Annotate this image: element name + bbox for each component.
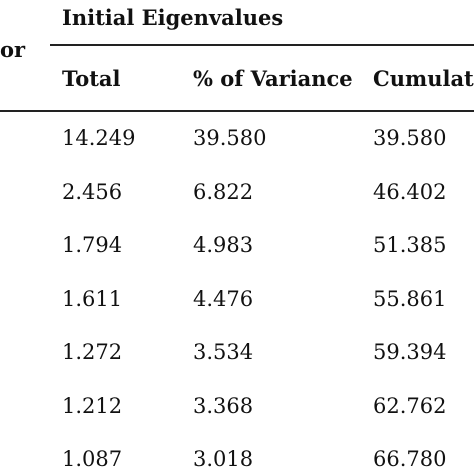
group-header: Initial Eigenvalues bbox=[62, 5, 284, 30]
cell: 59.394 bbox=[373, 340, 447, 364]
cell: 2.456 bbox=[62, 179, 123, 204]
header-rule bbox=[0, 110, 474, 112]
cell: 46.402 bbox=[373, 179, 447, 204]
cell: 66.780 bbox=[373, 447, 447, 471]
row-header: or bbox=[0, 37, 26, 62]
cell: 14.249 bbox=[62, 126, 136, 150]
cell: 3.368 bbox=[193, 393, 254, 418]
cell: 1.212 bbox=[62, 393, 123, 418]
cell: 62.762 bbox=[373, 393, 447, 418]
cell: 1.272 bbox=[62, 340, 123, 364]
column-header: Cumulat bbox=[373, 66, 474, 91]
cell: 51.385 bbox=[373, 233, 447, 257]
cell: 6.822 bbox=[193, 179, 254, 204]
column-header: % of Variance bbox=[193, 66, 353, 91]
cell: 4.983 bbox=[193, 233, 254, 257]
group-rule bbox=[50, 44, 474, 46]
cell: 4.476 bbox=[193, 286, 254, 311]
cell: 39.580 bbox=[193, 126, 267, 150]
cell: 1.611 bbox=[62, 286, 123, 311]
cell: 55.861 bbox=[373, 286, 447, 311]
cell: 3.534 bbox=[193, 340, 254, 364]
cell: 39.580 bbox=[373, 126, 447, 150]
cell: 3.018 bbox=[193, 447, 254, 471]
cell: 1.087 bbox=[62, 447, 123, 471]
column-header: Total bbox=[62, 66, 121, 91]
cell: 1.794 bbox=[62, 233, 123, 257]
